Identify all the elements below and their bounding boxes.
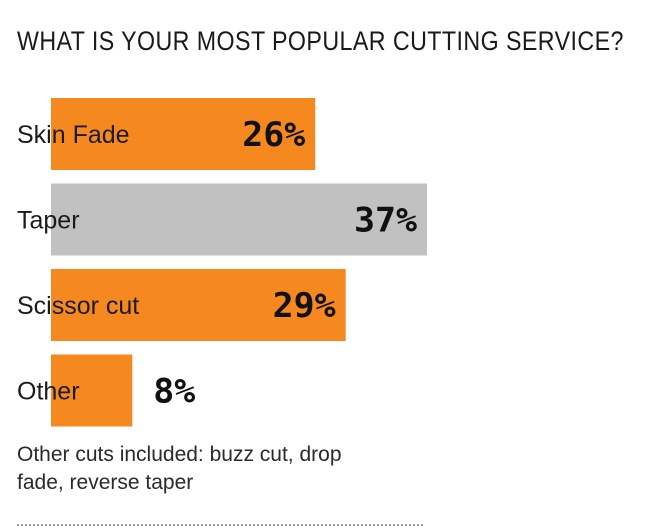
value-label: 8% (153, 372, 196, 412)
category-label: Scissor cut (17, 292, 139, 320)
bar-scissor-cut (51, 269, 346, 341)
category-label: Other (17, 378, 80, 406)
value-label: 26% (242, 115, 306, 155)
chart-footnote: Other cuts included: buzz cut, drop fade… (17, 443, 342, 494)
bar-other (51, 354, 133, 427)
chart-title: WHAT IS YOUR MOST POPULAR CUTTING SERVIC… (17, 26, 624, 56)
category-label: Taper (17, 207, 80, 235)
value-label: 37% (354, 201, 418, 241)
bar-skin-fade (51, 98, 316, 170)
bar-taper (51, 183, 427, 256)
dotted-divider (17, 524, 423, 526)
value-label: 29% (273, 286, 337, 326)
category-label: Skin Fade (17, 121, 130, 149)
